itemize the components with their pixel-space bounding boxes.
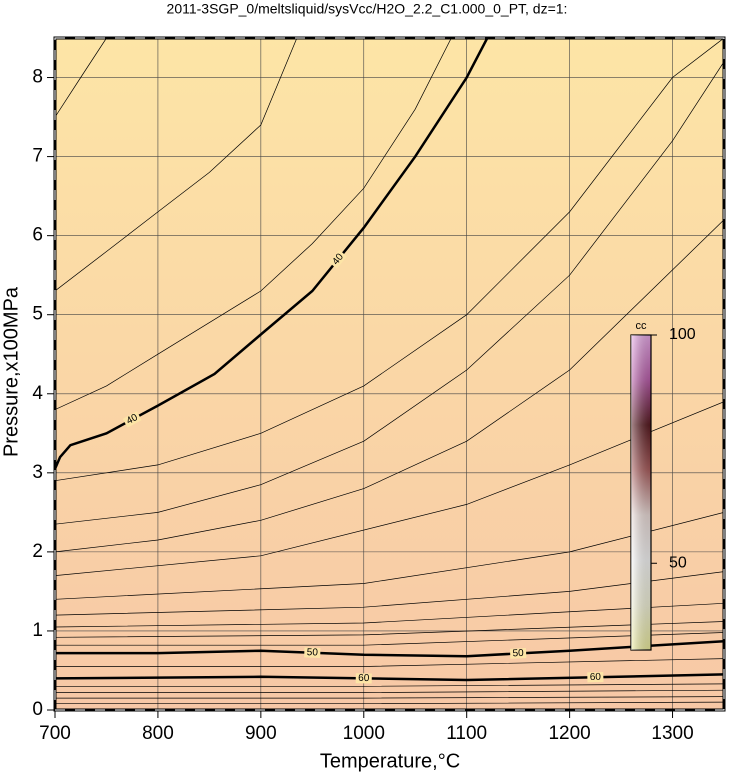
contour-label: 60 bbox=[358, 673, 370, 684]
x-tick-label: 1200 bbox=[548, 723, 590, 744]
x-tick-label: 1000 bbox=[343, 723, 385, 744]
contour-line bbox=[55, 701, 724, 705]
contour-label: 50 bbox=[512, 648, 524, 660]
contour-label-bg bbox=[587, 672, 604, 683]
contour-line bbox=[55, 689, 724, 693]
contour-line bbox=[55, 602, 724, 628]
contour-line bbox=[55, 38, 489, 470]
y-tick-label: 4 bbox=[32, 383, 43, 404]
x-tick-label: 800 bbox=[142, 723, 174, 744]
contour-label-bg bbox=[509, 648, 527, 659]
y-axis-label: Pressure,x100MPa bbox=[0, 286, 22, 457]
contour-line bbox=[55, 632, 724, 646]
contour-line bbox=[55, 219, 724, 553]
plot-background bbox=[55, 38, 724, 710]
y-tick-label: 7 bbox=[32, 146, 43, 167]
colorbar-tick-label: 100 bbox=[669, 326, 696, 343]
x-tick-label: 1100 bbox=[446, 723, 487, 744]
contour-line bbox=[55, 401, 724, 576]
contour-line bbox=[55, 621, 724, 638]
y-tick-label: 3 bbox=[32, 462, 43, 483]
colorbar-label: cc bbox=[636, 320, 648, 332]
contour-label-bg bbox=[304, 647, 321, 658]
y-tick-label: 0 bbox=[32, 699, 43, 720]
y-tick-label: 2 bbox=[32, 541, 43, 562]
contour-label-bg bbox=[355, 673, 372, 684]
x-tick-label: 700 bbox=[39, 723, 71, 744]
y-tick-label: 8 bbox=[32, 67, 43, 88]
y-tick-label: 6 bbox=[32, 225, 43, 246]
colorbar-tick-label: 50 bbox=[669, 554, 687, 571]
contour-label-bg bbox=[329, 250, 347, 269]
contour-label: 40 bbox=[125, 412, 140, 427]
contour-line bbox=[55, 639, 724, 658]
contour-line bbox=[55, 683, 724, 687]
plot-frame-inner bbox=[54, 37, 725, 711]
x-tick-label: 1300 bbox=[651, 723, 693, 744]
chart-title: 2011-3SGP_0/meltsliquid/sysVcc/H2O_2.2_C… bbox=[167, 1, 568, 17]
contour-line bbox=[55, 38, 452, 410]
contour-label: 50 bbox=[307, 647, 319, 658]
contour-label: 60 bbox=[590, 672, 602, 683]
y-tick-label: 5 bbox=[32, 304, 43, 325]
contour-line bbox=[55, 38, 107, 118]
y-tick-label: 1 bbox=[32, 620, 43, 641]
contour-line bbox=[55, 38, 298, 292]
contour-line bbox=[55, 61, 724, 525]
contour-line bbox=[55, 38, 724, 482]
colorbar-shading bbox=[631, 335, 651, 650]
contour-label-bg bbox=[122, 411, 142, 428]
contour-line bbox=[55, 696, 724, 699]
x-axis-label: Temperature,°C bbox=[320, 750, 460, 772]
contour-line bbox=[55, 658, 724, 667]
x-tick-label: 900 bbox=[245, 723, 277, 744]
